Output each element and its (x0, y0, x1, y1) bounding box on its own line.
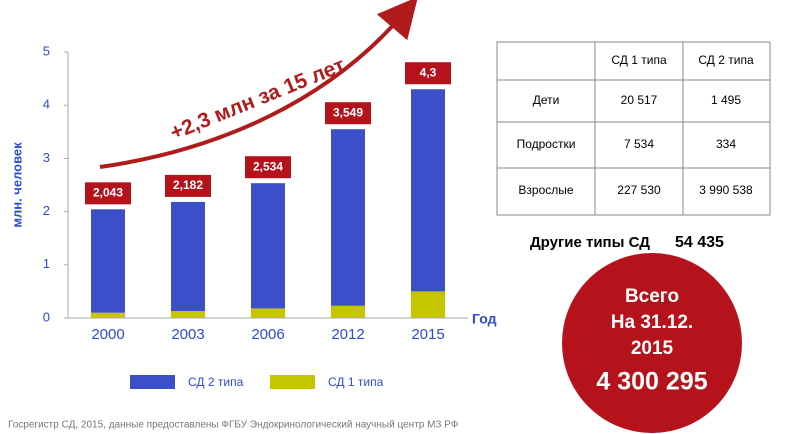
table-cell: 3 990 538 (699, 183, 753, 197)
total-label-box (325, 102, 371, 125)
table-cell: Дети (533, 93, 560, 107)
bar-segment (411, 291, 445, 318)
table-cell: Подростки (517, 137, 576, 151)
circle-text: Всего (625, 286, 679, 307)
x-tick-label: 2012 (331, 326, 364, 343)
circle-text: На 31.12. (611, 312, 693, 333)
bar-segment (171, 201, 205, 312)
table-cell: 1 495 (711, 93, 741, 107)
total-label: 2,043 (93, 185, 123, 199)
table: СД 1 типа СД 2 типа (496, 41, 771, 216)
total-label-box (85, 182, 131, 205)
x-tick-label: 2000 (91, 326, 124, 343)
total-label-box (405, 62, 451, 85)
total-label-box (165, 174, 211, 197)
legend-swatch (130, 375, 175, 389)
table-cell: 7 534 (624, 137, 654, 151)
other-value: 54 435 (675, 234, 724, 251)
bar-segment (251, 183, 285, 309)
y-tick-label: 1 (43, 256, 50, 271)
x-tick-label: 2006 (251, 326, 284, 343)
other-label: Другие типы СД (530, 234, 650, 251)
bar-segment (251, 308, 285, 318)
x-tick-label: 2003 (171, 326, 204, 343)
total-label: 3,549 (333, 105, 363, 119)
footer: Госрегистр СД, 2015, данные предоставлен… (8, 420, 459, 431)
table-cell: 20 517 (621, 93, 658, 107)
x-tick-label: 2015 (411, 326, 444, 343)
circle-text: 2015 (631, 338, 674, 359)
table-header: СД 2 типа (698, 53, 754, 67)
total-circle (562, 253, 742, 433)
total-label: 4,3 (420, 65, 437, 79)
total-label: 2,182 (173, 178, 203, 192)
annotation: +2,3 млн за 15 лет (167, 54, 348, 145)
y-tick-label: 2 (43, 203, 50, 218)
circle-value: 4 300 295 (596, 368, 707, 396)
bar-segment (331, 129, 365, 306)
legend-label: СД 1 типа (328, 375, 384, 389)
bar-segment (171, 311, 205, 318)
x-axis-label: Год (472, 311, 497, 327)
total-label-box (245, 156, 291, 179)
bar-segment (331, 305, 365, 318)
table-cell: Взрослые (518, 183, 573, 197)
y-tick-label: 5 (43, 43, 50, 58)
trend-arrow (99, 0, 418, 169)
legend-label: СД 2 типа (188, 375, 244, 389)
bar-segment (91, 209, 125, 313)
table-frame (496, 41, 771, 216)
y-tick-label: 3 (43, 150, 50, 165)
bar-segment (411, 89, 445, 292)
table-header: СД 1 типа (611, 53, 667, 67)
y-tick-label: 0 (43, 309, 50, 324)
y-axis-label: млн. человек (9, 142, 24, 228)
table-cell: 334 (716, 137, 736, 151)
bar-segment (91, 312, 125, 318)
y-tick-label: 4 (43, 97, 50, 112)
total-label: 2,534 (253, 159, 283, 173)
legend-swatch (270, 375, 315, 389)
table-cell: 227 530 (617, 183, 661, 197)
